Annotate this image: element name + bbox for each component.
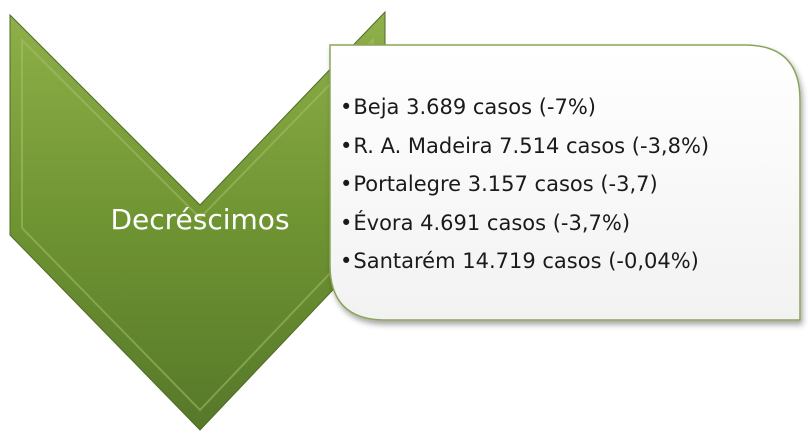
list-item: R. A. Madeira 7.514 casos (-3,8%) [340, 127, 709, 166]
list-item: Santarém 14.719 casos (-0,04%) [340, 242, 709, 281]
list-item: Évora 4.691 casos (-3,7%) [340, 204, 709, 243]
item-list: Beja 3.689 casos (-7%) R. A. Madeira 7.5… [340, 88, 709, 281]
list-item: Portalegre 3.157 casos (-3,7) [340, 165, 709, 204]
list-item: Beja 3.689 casos (-7%) [340, 88, 709, 127]
chevron-label: Decréscimos [110, 203, 290, 236]
